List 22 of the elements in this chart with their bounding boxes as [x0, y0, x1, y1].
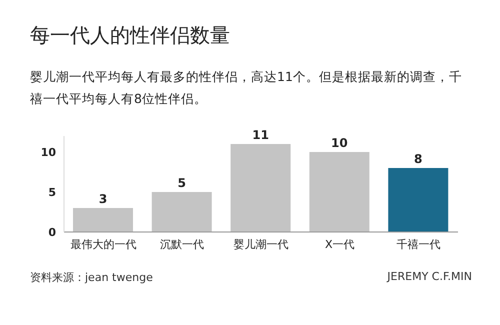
bar [388, 168, 448, 232]
x-tick-label: 千禧一代 [396, 238, 441, 251]
x-tick-label: 最伟大的一代 [70, 238, 136, 251]
y-tick-label: 10 [40, 146, 56, 159]
data-label: 3 [98, 192, 108, 206]
bar [73, 208, 133, 232]
bar [152, 192, 212, 232]
data-label: 8 [414, 152, 422, 166]
x-tick-label: 沉默一代 [160, 238, 204, 251]
data-label: 5 [178, 176, 186, 190]
x-tick-label: 婴儿潮一代 [234, 238, 288, 251]
chart-title: 每一代人的性伴侣数量 [30, 22, 230, 49]
chart-subtitle: 婴儿潮一代平均每人有最多的性伴侣，高达11个。但是根据最新的调查，千禧一代平均每人有8位性伴侣。 [30, 68, 463, 108]
text: 资料来源：jean twenge [30, 270, 153, 285]
data-label: 10 [331, 136, 348, 150]
bar [309, 152, 370, 232]
bar [230, 144, 291, 232]
data-label: 11 [252, 128, 269, 142]
x-tick-label: X一代 [325, 238, 355, 251]
text: JEREMY C.F.MIN [387, 270, 472, 285]
y-tick-label: 5 [48, 186, 56, 199]
y-tick-label: 0 [48, 226, 56, 239]
